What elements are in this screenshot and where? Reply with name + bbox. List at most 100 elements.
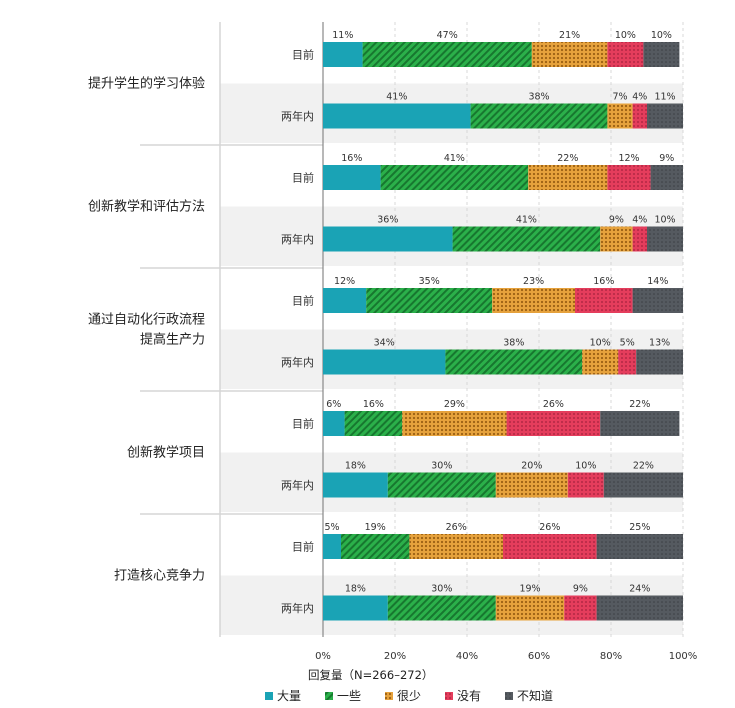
bar-segment <box>632 288 683 313</box>
data-label: 24% <box>629 584 650 595</box>
data-label: 5% <box>620 338 635 349</box>
data-label: 30% <box>431 461 452 472</box>
period-label: 两年内 <box>281 355 314 369</box>
bar-segment <box>582 349 619 375</box>
category-label: 创新教学和评估方法 <box>88 199 205 215</box>
legend-entry: 不知道 <box>517 689 553 703</box>
data-label: 47% <box>437 30 458 41</box>
bar-segment <box>323 472 388 498</box>
data-label: 23% <box>523 276 544 287</box>
bar-segment <box>506 411 601 436</box>
bar-segment <box>362 42 532 67</box>
legend-swatch <box>445 692 453 700</box>
data-label: 25% <box>629 522 650 533</box>
bar-segment <box>503 534 597 559</box>
data-label: 30% <box>431 584 452 595</box>
category-label: 通过自动化行政流程提高生产力 <box>88 313 205 348</box>
data-label: 16% <box>593 276 614 287</box>
data-label: 10% <box>575 461 596 472</box>
data-label: 9% <box>659 153 674 164</box>
data-label: 9% <box>573 584 588 595</box>
data-label: 10% <box>651 30 672 41</box>
bar-segment <box>531 42 608 67</box>
bar-segment <box>643 42 680 67</box>
bar-segment <box>564 595 597 621</box>
bar-segment <box>495 472 568 498</box>
data-label: 5% <box>324 522 339 533</box>
category-label: 打造核心竞争力 <box>114 568 205 584</box>
data-label: 7% <box>612 92 627 103</box>
category-label: 创新教学项目 <box>127 445 205 461</box>
x-tick-label: 20% <box>384 651 406 662</box>
bar-segment <box>323 595 388 621</box>
period-label: 目前 <box>292 48 314 62</box>
data-label: 4% <box>632 92 647 103</box>
bar-segment <box>618 349 637 375</box>
period-label: 目前 <box>292 417 314 431</box>
bar-segment <box>323 226 453 252</box>
data-label: 34% <box>374 338 395 349</box>
legend-entry: 没有 <box>457 688 481 703</box>
x-tick-label: 80% <box>600 651 622 662</box>
bar-segment <box>323 42 363 67</box>
bar-segment <box>380 165 529 190</box>
bar-segment <box>452 226 601 252</box>
bar-segment <box>366 288 493 313</box>
legend-swatch <box>265 692 273 700</box>
x-tick-label: 60% <box>528 651 550 662</box>
data-label: 26% <box>446 522 467 533</box>
data-label: 13% <box>649 338 670 349</box>
bar-segment <box>344 411 403 436</box>
data-label: 21% <box>559 30 580 41</box>
bar-segment <box>647 103 683 129</box>
bar-segment <box>470 103 608 129</box>
data-label: 22% <box>629 399 650 410</box>
data-label: 16% <box>341 153 362 164</box>
bar-segment <box>341 534 410 559</box>
bar-segment <box>323 288 367 313</box>
legend-swatch <box>385 692 393 700</box>
bar-segment <box>323 165 381 190</box>
bar-segment <box>567 472 604 498</box>
data-label: 38% <box>528 92 549 103</box>
x-tick-label: 0% <box>315 651 331 662</box>
bar-segment <box>603 472 683 498</box>
data-label: 14% <box>647 276 668 287</box>
data-label: 18% <box>345 461 366 472</box>
bar-segment <box>323 349 446 375</box>
data-label: 38% <box>503 338 524 349</box>
bar-segment <box>632 226 647 252</box>
bar-segment <box>492 288 575 313</box>
bar-segment <box>445 349 583 375</box>
data-label: 19% <box>365 522 386 533</box>
bar-segment <box>387 595 496 621</box>
data-label: 11% <box>654 92 675 103</box>
bar-layer <box>323 42 683 621</box>
bar-segment <box>409 534 503 559</box>
period-label: 两年内 <box>281 478 314 492</box>
data-label: 26% <box>539 522 560 533</box>
bar-segment <box>575 288 633 313</box>
data-label: 35% <box>419 276 440 287</box>
data-label: 11% <box>332 30 353 41</box>
data-label: 22% <box>557 153 578 164</box>
data-label: 4% <box>632 215 647 226</box>
bar-segment <box>402 411 507 436</box>
bar-segment <box>647 226 683 252</box>
data-label: 12% <box>618 153 639 164</box>
legend-swatch <box>505 692 513 700</box>
bar-segment <box>600 411 680 436</box>
bar-segment <box>650 165 683 190</box>
bar-segment <box>528 165 608 190</box>
bar-segment <box>636 349 683 375</box>
data-label: 41% <box>516 215 537 226</box>
x-axis-title: 回复量（N=266–272） <box>308 668 433 682</box>
legend-layer: 大量 一些 很少 没有 不知道 <box>265 688 553 703</box>
bar-segment <box>607 165 651 190</box>
data-label: 41% <box>444 153 465 164</box>
axis-layer: 0% 20% 40% 60% 80% 100% 回复量（N=266–272） <box>308 651 697 682</box>
bar-segment <box>323 103 471 129</box>
data-label: 41% <box>386 92 407 103</box>
